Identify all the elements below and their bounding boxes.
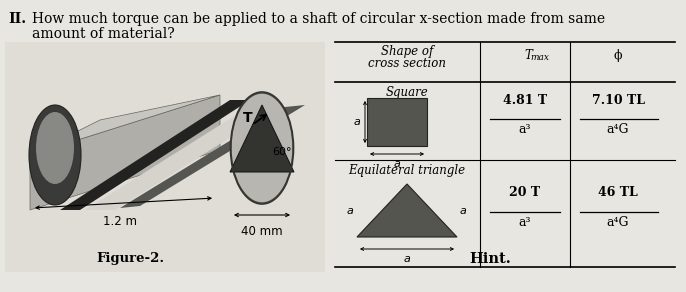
Text: 7.10 TL: 7.10 TL	[591, 94, 645, 107]
Polygon shape	[357, 184, 457, 237]
Text: amount of material?: amount of material?	[32, 27, 175, 41]
Text: ϕ: ϕ	[614, 49, 622, 62]
Text: cross section: cross section	[368, 57, 446, 70]
Text: T: T	[244, 111, 253, 125]
Text: 60°: 60°	[272, 147, 292, 157]
Text: a: a	[353, 117, 360, 127]
Text: a: a	[403, 254, 410, 264]
Text: a: a	[394, 159, 401, 169]
Polygon shape	[230, 105, 294, 172]
Bar	[367, 98, 427, 146]
Text: 4.81 T: 4.81 T	[503, 94, 547, 107]
Polygon shape	[120, 105, 305, 208]
Text: max: max	[530, 53, 549, 62]
Text: a: a	[460, 206, 467, 215]
Text: a³: a³	[519, 215, 531, 229]
Text: 40 mm: 40 mm	[241, 225, 283, 238]
Text: a³: a³	[519, 123, 531, 136]
Text: Figure-2.: Figure-2.	[96, 252, 164, 265]
Bar	[5, 42, 325, 272]
Text: II.: II.	[8, 12, 26, 26]
Polygon shape	[85, 103, 285, 210]
Text: 20 T: 20 T	[510, 187, 541, 199]
Text: 1.2 m: 1.2 m	[103, 215, 137, 228]
Text: T: T	[524, 49, 532, 62]
Ellipse shape	[231, 93, 293, 203]
Text: Equilateral triangle: Equilateral triangle	[348, 164, 466, 177]
Polygon shape	[30, 95, 220, 155]
Text: How much torque can be applied to a shaft of circular x-section made from same: How much torque can be applied to a shaf…	[32, 12, 605, 26]
Text: Square: Square	[386, 86, 428, 99]
Polygon shape	[60, 100, 250, 210]
Text: a⁴G: a⁴G	[606, 215, 629, 229]
Text: Shape of: Shape of	[381, 45, 433, 58]
Text: 46 TL: 46 TL	[598, 187, 638, 199]
Text: a: a	[346, 206, 353, 215]
Text: a⁴G: a⁴G	[606, 123, 629, 136]
Polygon shape	[30, 95, 220, 210]
Ellipse shape	[36, 112, 74, 184]
Text: Hint.: Hint.	[469, 252, 511, 266]
Ellipse shape	[29, 105, 81, 205]
